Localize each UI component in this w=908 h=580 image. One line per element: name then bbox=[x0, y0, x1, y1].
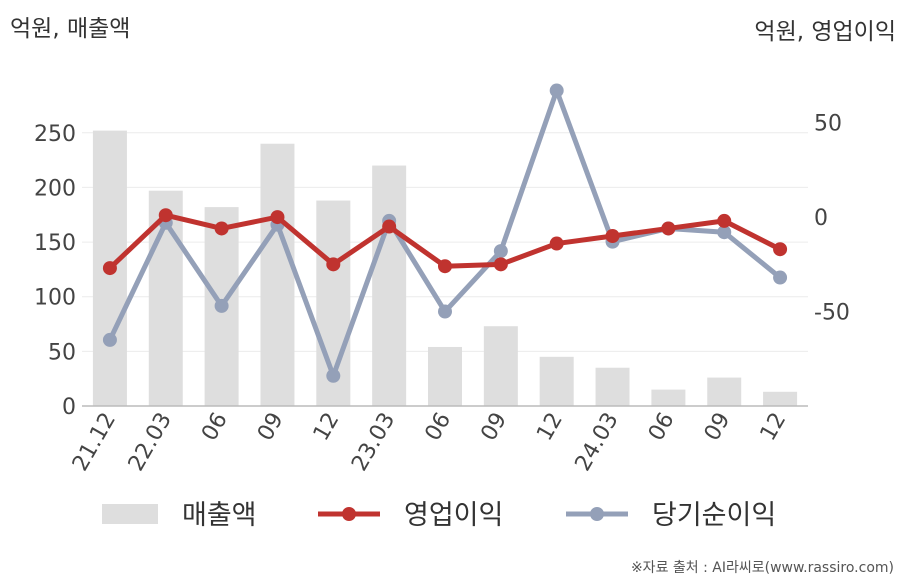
y-left-tick-label: 0 bbox=[62, 395, 76, 420]
legend-label: 당기순이익 bbox=[652, 500, 776, 531]
legend-swatch-bar bbox=[102, 504, 158, 524]
bar bbox=[651, 389, 686, 406]
bar bbox=[595, 367, 630, 406]
x-tick-label: 12 bbox=[309, 409, 345, 446]
x-tick-label: 24.03 bbox=[571, 409, 624, 476]
bar bbox=[428, 346, 462, 406]
y-left-tick-label: 50 bbox=[48, 340, 76, 365]
legend-label: 영업이익 bbox=[404, 500, 503, 531]
bar bbox=[539, 356, 574, 406]
data-point bbox=[382, 219, 397, 234]
x-tick-label: 09 bbox=[700, 409, 736, 446]
data-point bbox=[214, 221, 229, 236]
source-note: ※자료 출처 : AI라씨로(www.rassiro.com) bbox=[631, 560, 894, 576]
data-point bbox=[438, 304, 452, 319]
y-right-tick-label: -50 bbox=[814, 301, 850, 326]
legend-swatch-marker bbox=[342, 507, 356, 521]
data-point bbox=[102, 332, 117, 347]
data-point bbox=[493, 257, 508, 272]
data-point bbox=[549, 236, 564, 251]
x-tick-label: 22.03 bbox=[124, 409, 177, 476]
grid bbox=[82, 132, 808, 352]
y-left-tick-label: 200 bbox=[34, 176, 76, 201]
data-point bbox=[493, 244, 508, 259]
y-left-tick-label: 150 bbox=[34, 231, 76, 256]
right-axis-title: 억원, 영업이익 bbox=[754, 19, 896, 45]
x-tick-label: 06 bbox=[421, 409, 457, 446]
y-left-tick-label: 250 bbox=[34, 122, 76, 147]
x-tick-label: 09 bbox=[253, 409, 289, 446]
y-right-tick-label: 50 bbox=[814, 112, 842, 137]
data-point bbox=[438, 259, 452, 274]
left-axis-title: 억원, 매출액 bbox=[10, 16, 130, 42]
data-point bbox=[326, 368, 341, 383]
data-point bbox=[773, 270, 788, 285]
legend-label: 매출액 bbox=[182, 500, 257, 531]
data-point bbox=[326, 257, 341, 272]
data-point bbox=[661, 221, 676, 236]
bar bbox=[707, 377, 742, 406]
data-point bbox=[605, 229, 620, 243]
data-point bbox=[717, 225, 732, 240]
bar bbox=[483, 326, 518, 406]
bar bbox=[763, 391, 798, 406]
data-point bbox=[717, 213, 732, 228]
bar bbox=[260, 143, 295, 406]
data-point bbox=[773, 242, 788, 257]
x-tick-label: 06 bbox=[644, 409, 680, 446]
bar bbox=[372, 165, 407, 406]
legend: 매출액 영업이익 당기순이익 bbox=[102, 500, 776, 531]
legend-swatch-marker bbox=[590, 507, 604, 521]
y-left-tick-label: 100 bbox=[34, 286, 76, 311]
data-point bbox=[214, 298, 229, 313]
x-tick-label: 06 bbox=[197, 409, 233, 446]
x-tick-label: 09 bbox=[476, 409, 512, 446]
data-point bbox=[158, 208, 173, 223]
data-point bbox=[549, 83, 564, 98]
x-tick-label: 12 bbox=[756, 409, 792, 446]
x-tick-label: 12 bbox=[532, 409, 568, 446]
data-point bbox=[102, 261, 117, 276]
data-point bbox=[270, 210, 285, 225]
x-tick-label: 23.03 bbox=[347, 409, 400, 476]
y-right-tick-label: 0 bbox=[814, 206, 828, 231]
line-series bbox=[102, 83, 788, 383]
